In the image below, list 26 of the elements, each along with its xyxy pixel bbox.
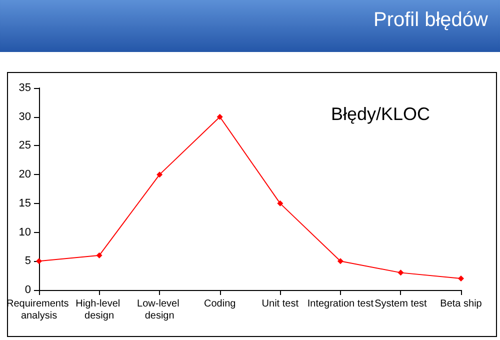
point: [156, 172, 163, 178]
point: [398, 270, 404, 276]
x-tick-label: Coding: [204, 298, 236, 310]
point: [337, 258, 344, 264]
y-tick-label: 5: [24, 255, 31, 268]
x-tick-label: Unit test: [262, 298, 299, 310]
x-tick-label: Integration test: [307, 298, 374, 310]
y-tick-label: 0: [24, 284, 31, 296]
x-tick-label: System test: [374, 298, 428, 310]
x-tick-label: Beta ship: [440, 298, 482, 310]
chart-title: Profil błędów: [374, 9, 489, 31]
y-tick-label: 25: [18, 140, 31, 152]
point: [96, 252, 102, 258]
point: [277, 200, 284, 206]
x-tick-label: Requirements analysis: [6, 298, 72, 322]
x-tick-label: High-level design: [76, 298, 123, 322]
y-tick-label: 30: [18, 110, 31, 123]
y-tick-label: 35: [18, 82, 31, 94]
point: [216, 114, 223, 120]
y-tick-label: 20: [18, 168, 31, 181]
point: [458, 275, 464, 282]
annotation: Błędy/KLOC: [330, 104, 430, 124]
point: [36, 258, 42, 264]
y-tick-label: 15: [18, 197, 31, 210]
x-tick-label: Low-level design: [137, 298, 182, 322]
y-tick-label: 10: [18, 226, 31, 238]
